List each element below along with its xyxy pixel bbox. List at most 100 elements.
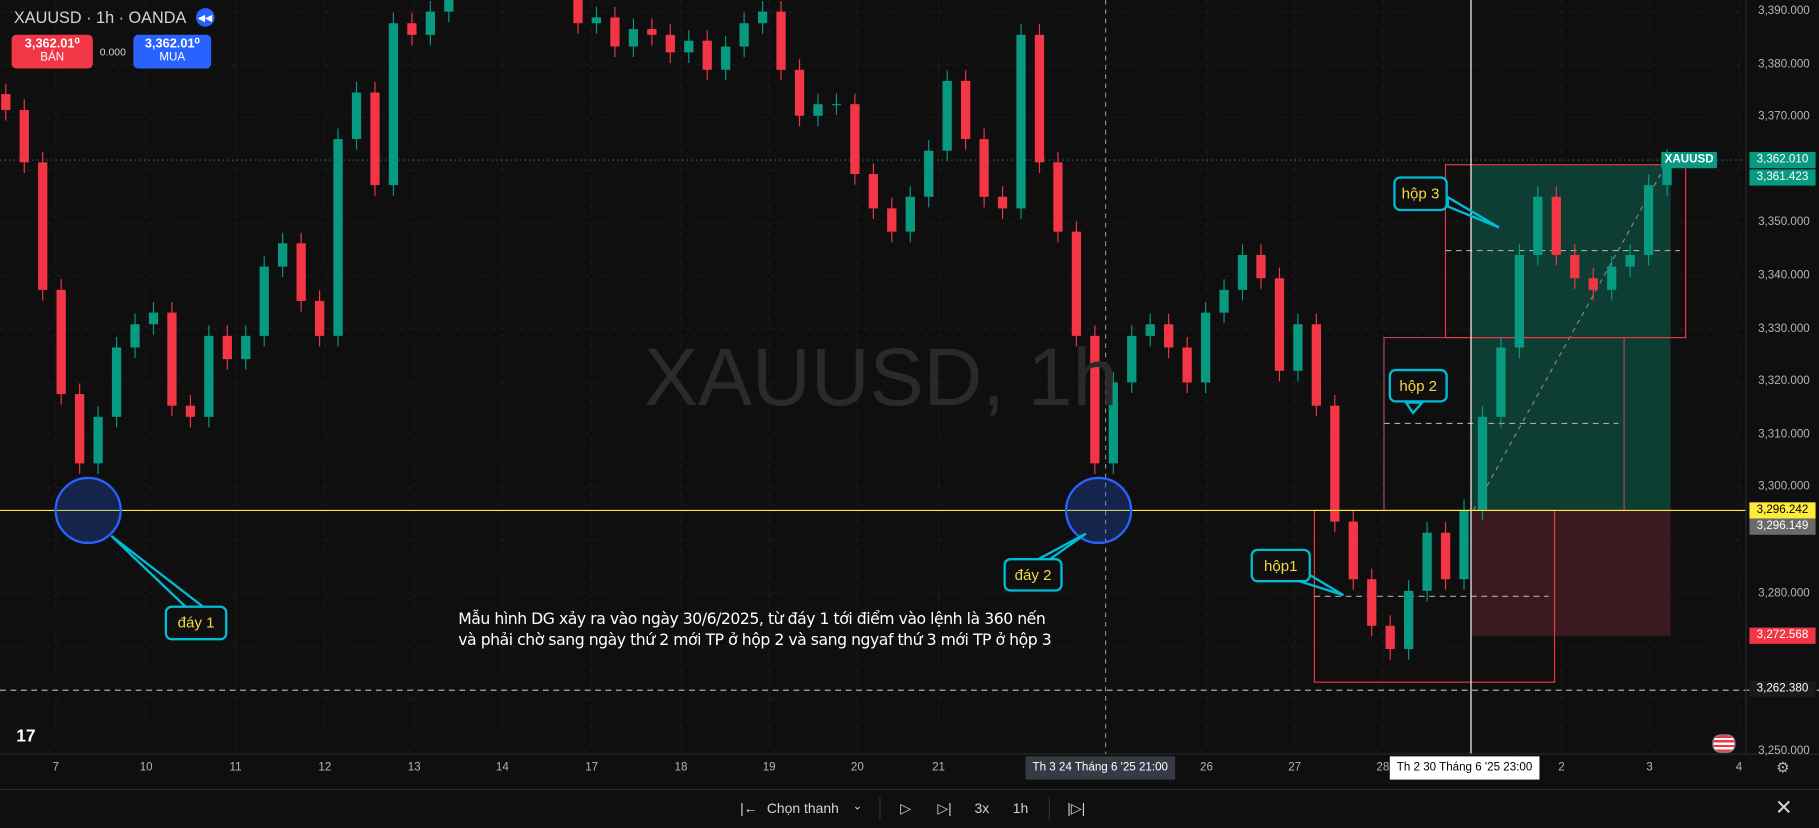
callout-box1[interactable]: hộp1 [1250, 548, 1311, 583]
candle-body [19, 109, 29, 163]
candle-body [185, 405, 196, 417]
candle-body [1182, 347, 1192, 383]
step-forward-icon[interactable]: ▷| [937, 800, 952, 817]
price-tick-label: 3,340.000 [1758, 269, 1810, 282]
callout-box2[interactable]: hộp 2 [1388, 368, 1448, 403]
candle-body [167, 312, 177, 406]
time-tick-label: 17 [585, 761, 599, 774]
tradingview-logo[interactable]: 17 [16, 726, 36, 746]
candle-body [1108, 382, 1118, 464]
candle-body [1293, 324, 1303, 371]
candle-body [1477, 416, 1488, 510]
buy-button[interactable]: 3,362.01⁰ MUA [133, 34, 212, 69]
stop-price-tag: 3,272.568 [1749, 627, 1816, 644]
watermark: XAUUSD, 1h [643, 331, 1118, 423]
candle-body [1607, 266, 1617, 290]
candle-body [1090, 335, 1100, 464]
callout-tail [110, 535, 207, 608]
candle-body [222, 335, 232, 360]
speed-button[interactable]: 3x [974, 800, 990, 817]
candle-body [1127, 335, 1137, 383]
price-tick-label: 3,300.000 [1758, 480, 1810, 494]
candle-body [739, 23, 749, 47]
callout-box3[interactable]: hộp 3 [1393, 176, 1448, 212]
candle-body [628, 29, 639, 47]
time-tick-label: 19 [762, 761, 776, 774]
select-bar-button[interactable]: Chọn thanh [766, 800, 839, 817]
time-tick-label: 13 [407, 761, 421, 774]
note-line-1: Mẫu hình DG xảy ra vào ngày 30/6/2025, t… [458, 610, 1046, 629]
candle-body [1200, 312, 1211, 383]
jump-to-realtime-icon[interactable]: |▷| [1067, 800, 1086, 817]
time-tick-label: 27 [1288, 761, 1302, 774]
rewind-icon[interactable]: ◀◀ [195, 8, 215, 27]
price-tick-label: 3,330.000 [1758, 322, 1810, 335]
candle-body [1551, 196, 1561, 255]
candle-body [591, 17, 602, 24]
candle-body [1422, 532, 1432, 591]
callout-day1[interactable]: đáy 1 [164, 605, 228, 641]
settings-gear-icon[interactable]: ⚙ [1776, 758, 1790, 777]
candle-body [831, 104, 842, 106]
sell-button[interactable]: 3,362.01⁰ BÁN [11, 34, 93, 69]
candle-body [573, 0, 583, 24]
price-tick-label: 3,390.000 [1758, 4, 1810, 18]
candle-body [961, 80, 971, 140]
candle-body [813, 104, 823, 116]
candle-body [1404, 590, 1414, 650]
candle-body [1662, 159, 1672, 186]
candle-body [1440, 532, 1451, 580]
time-tick-label: 12 [318, 761, 332, 774]
candle-body [665, 34, 675, 53]
ask-price-tag: 3,362.010 [1749, 151, 1816, 169]
callout-day2[interactable]: đáy 2 [1003, 558, 1063, 592]
price-tick-label: 3,310.000 [1758, 427, 1810, 441]
candle-body [1053, 162, 1063, 232]
time-tick-label: 20 [850, 761, 864, 774]
candle-body [148, 312, 159, 325]
candle-body [794, 69, 805, 116]
candle-body [905, 196, 915, 232]
time-tick-label: 18 [674, 761, 688, 774]
candle-body [979, 139, 989, 197]
play-icon[interactable]: ▷ [900, 800, 911, 817]
candle-body [1588, 278, 1598, 290]
time-tick-label: 28 [1376, 761, 1390, 774]
candle-body [1237, 254, 1248, 290]
time-tick-label: 10 [139, 761, 153, 774]
candle-body [1311, 324, 1321, 406]
candle-body [204, 335, 214, 417]
candle-body [1034, 34, 1045, 163]
close-icon[interactable]: ✕ [1774, 795, 1793, 820]
candle-body [278, 243, 288, 267]
candle-body [351, 92, 362, 140]
candle-body [942, 80, 952, 151]
interval-button[interactable]: 1h [1012, 800, 1029, 817]
candle-body [1219, 289, 1229, 313]
time-tick-label: 26 [1200, 761, 1213, 774]
candle-body [1274, 278, 1285, 371]
candle-body [1459, 509, 1469, 580]
text-annotation[interactable]: Mẫu hình DG xảy ra vào ngày 30/6/2025, t… [458, 609, 1051, 651]
symbol-tag: XAUUSD [1661, 151, 1717, 169]
price-tick-label: 3,320.000 [1758, 374, 1810, 388]
time-tick-label: 11 [229, 761, 242, 774]
candle-body [1385, 625, 1395, 650]
chevron-down-icon[interactable]: ⌄ [852, 800, 863, 814]
candle-body [1570, 254, 1580, 279]
entry-price-tag: 3,296.149 [1749, 518, 1816, 535]
price-tick-label: 3,250.000 [1758, 745, 1810, 758]
select-bar-icon[interactable]: |← [740, 800, 758, 817]
us-flag-icon[interactable] [1712, 734, 1736, 753]
candle-body [407, 23, 417, 35]
candle-body [314, 300, 325, 336]
candle-body [1256, 254, 1266, 279]
time-tick-label: 7 [52, 761, 59, 774]
price-tick-label: 3,370.000 [1758, 110, 1810, 124]
time-tick-label: 2 [1558, 761, 1565, 774]
symbol-title: XAUUSD · 1h · OANDA [13, 8, 187, 27]
symbol-header[interactable]: XAUUSD · 1h · OANDA ◀◀ [13, 8, 215, 27]
candle-body [425, 11, 435, 35]
